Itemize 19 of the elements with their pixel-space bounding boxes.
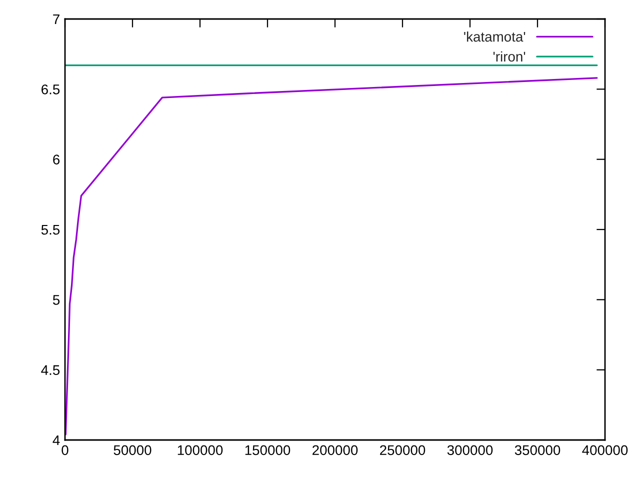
legend-label: 'riron': [493, 51, 526, 62]
y-tick-label: 6: [53, 154, 60, 165]
x-tick-label: 150000: [245, 445, 290, 456]
legend-label: 'katamota': [464, 32, 526, 42]
x-tick-label: 350000: [514, 445, 560, 456]
y-tick-label: 4: [52, 435, 60, 446]
line-series: [65, 77, 598, 436]
x-tick-label: 50000: [114, 445, 152, 456]
y-tick-label: 5.5: [41, 224, 60, 235]
y-tick-label: 7: [53, 14, 60, 24]
x-tick-label: 200000: [312, 445, 358, 456]
x-tick-label: 250000: [380, 445, 426, 456]
y-tick-label: 6.5: [42, 84, 60, 94]
x-tick-label: 400000: [582, 445, 628, 456]
x-tick-label: 0: [62, 445, 68, 456]
y-tick-label: 4.5: [41, 365, 60, 376]
x-tick-label: 100000: [178, 445, 223, 456]
x-tick-label: 300000: [447, 445, 493, 456]
y-tick-label: 5: [52, 295, 60, 305]
